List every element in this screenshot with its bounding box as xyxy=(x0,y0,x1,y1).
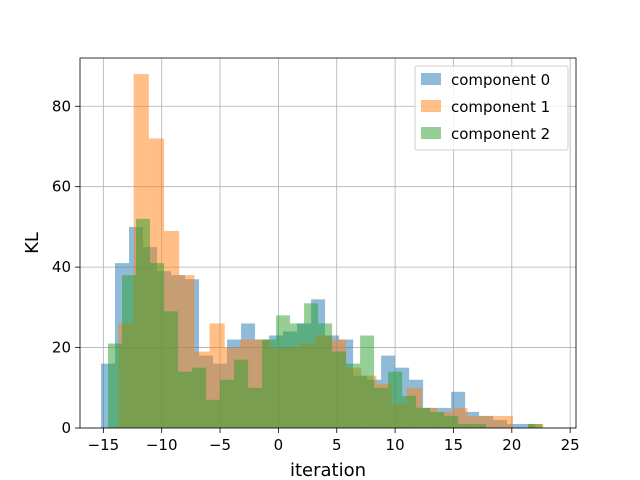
histogram-bar xyxy=(482,415,498,428)
histogram-bar xyxy=(416,407,431,428)
legend-label-component-1: component 1 xyxy=(451,98,550,116)
x-axis-label: iteration xyxy=(290,460,366,480)
legend-swatch-component-2 xyxy=(421,127,441,139)
histogram-bar xyxy=(374,387,389,428)
histogram-bar xyxy=(220,379,235,428)
histogram-bar xyxy=(528,423,543,428)
histogram-bar xyxy=(507,423,522,428)
legend-frame xyxy=(414,65,569,151)
histogram-bar xyxy=(318,323,333,428)
histogram-bar xyxy=(472,423,487,428)
y-tick-label: 0 xyxy=(61,419,71,437)
legend-label-component-2: component 2 xyxy=(451,125,550,143)
histogram-bar xyxy=(430,411,445,428)
histogram-bar xyxy=(304,303,319,428)
x-axis-ticks: −15 −10 −5 0 5 10 15 20 25 xyxy=(88,428,580,454)
x-tick-label: 20 xyxy=(502,436,521,454)
histogram-bar xyxy=(262,339,277,428)
legend-swatch-component-1 xyxy=(421,100,441,112)
histogram-bar xyxy=(346,363,361,428)
x-tick-label: −5 xyxy=(209,436,231,454)
histogram-bar xyxy=(206,399,221,428)
histogram-bar xyxy=(276,315,291,428)
y-tick-label: 80 xyxy=(52,97,71,115)
series-2-bars xyxy=(108,218,543,428)
histogram-bars xyxy=(101,74,544,428)
histogram-bar xyxy=(497,415,513,428)
y-tick-label: 20 xyxy=(52,339,71,357)
x-tick-label: 5 xyxy=(332,436,342,454)
histogram-bar xyxy=(108,343,123,428)
legend-swatch-component-0 xyxy=(421,73,441,85)
histogram-bar xyxy=(122,275,137,428)
legend: component 0 component 1 component 2 xyxy=(414,65,569,151)
histogram-bar xyxy=(458,423,473,428)
y-axis-label: KL xyxy=(22,232,43,254)
y-axis-ticks: 0 20 40 60 80 xyxy=(52,97,80,437)
y-tick-label: 40 xyxy=(52,258,71,276)
histogram-bar xyxy=(136,218,151,428)
histogram-bar xyxy=(332,351,347,428)
legend-label-component-0: component 0 xyxy=(451,71,550,89)
histogram-bar xyxy=(388,371,403,428)
histogram-bar xyxy=(164,311,179,428)
x-tick-label: 10 xyxy=(386,436,405,454)
histogram-bar xyxy=(402,395,417,428)
y-tick-label: 60 xyxy=(52,178,71,196)
histogram-bar xyxy=(150,263,165,428)
histogram-bar xyxy=(290,323,305,428)
histogram-bar xyxy=(178,371,193,428)
x-tick-label: −10 xyxy=(146,436,178,454)
histogram-bar xyxy=(444,415,459,428)
x-tick-label: 15 xyxy=(444,436,463,454)
x-tick-label: −15 xyxy=(88,436,120,454)
x-tick-label: 0 xyxy=(274,436,284,454)
histogram-bar xyxy=(248,387,263,428)
histogram-bar xyxy=(234,359,249,428)
histogram-bar xyxy=(192,367,207,428)
x-tick-label: 25 xyxy=(561,436,580,454)
plot-frame xyxy=(79,57,577,429)
histogram-bar xyxy=(360,335,375,428)
